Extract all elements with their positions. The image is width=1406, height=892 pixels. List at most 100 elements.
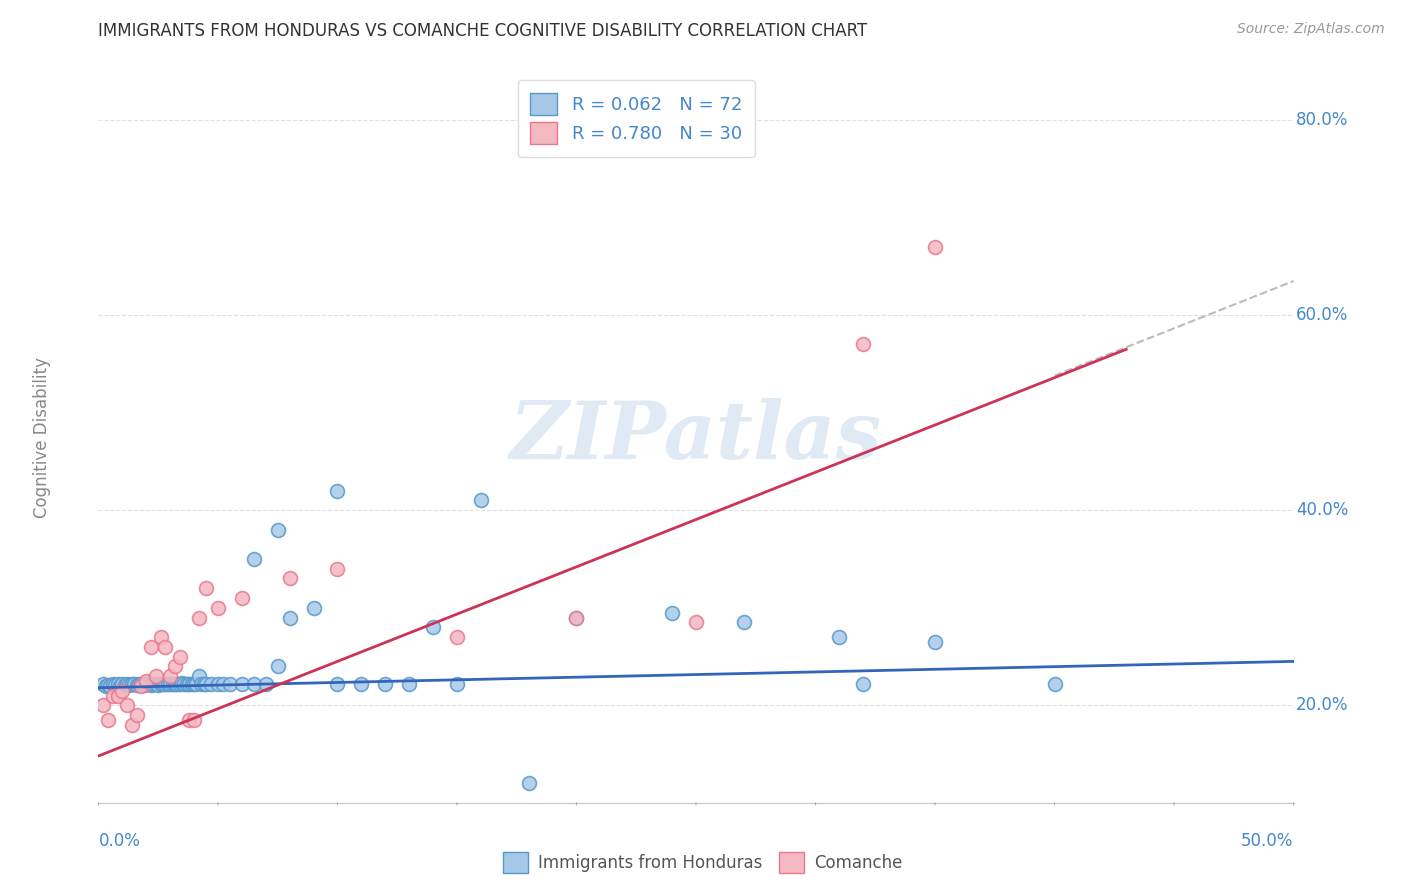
Point [187,669,209,683]
Point [135,677,157,691]
Text: 50.0%: 50.0% [1241,832,1294,850]
Point [104,678,127,692]
Point [155,640,177,654]
Point [733,615,755,630]
Point [94,679,117,693]
Point [179,713,201,727]
Point [207,600,229,615]
Point [190,677,212,691]
Point [852,677,875,691]
Text: 40.0%: 40.0% [1296,501,1348,519]
Point [852,337,875,351]
Legend: Immigrants from Honduras, Comanche: Immigrants from Honduras, Comanche [496,846,910,880]
Point [152,677,174,691]
Point [219,677,242,691]
Point [326,677,349,691]
Point [180,677,202,691]
Text: 20.0%: 20.0% [1296,697,1348,714]
Point [231,591,253,605]
Point [183,677,205,691]
Point [124,677,146,691]
Text: ZIPatlas: ZIPatlas [510,399,882,475]
Point [302,600,325,615]
Point [446,630,468,644]
Point [97,713,120,727]
Point [108,679,131,693]
Point [200,677,222,691]
Point [172,676,194,690]
Point [169,677,191,691]
Point [183,713,205,727]
Point [111,677,134,691]
Point [267,659,290,673]
Point [924,240,946,254]
Point [176,677,198,691]
Point [118,678,141,692]
Point [661,606,683,620]
Text: 0.0%: 0.0% [98,832,141,850]
Text: 80.0%: 80.0% [1296,112,1348,129]
Point [162,677,184,691]
Point [446,677,468,691]
Text: 60.0%: 60.0% [1296,306,1348,324]
Point [142,677,165,691]
Point [132,678,155,692]
Point [278,610,301,624]
Point [243,552,266,566]
Point [350,677,373,691]
Point [470,493,492,508]
Point [131,677,153,691]
Point [169,649,191,664]
Point [115,698,138,713]
Point [139,678,162,692]
Point [374,677,396,691]
Point [828,630,851,644]
Point [107,689,129,703]
Point [186,677,208,691]
Point [194,677,217,691]
Point [517,776,540,790]
Text: Source: ZipAtlas.com: Source: ZipAtlas.com [1237,22,1385,37]
Point [267,523,290,537]
Point [211,677,233,691]
Point [254,677,277,691]
Point [101,677,124,691]
Point [1043,677,1066,691]
Point [207,677,229,691]
Point [166,677,188,691]
Point [326,562,349,576]
Point [149,630,172,644]
Point [114,678,136,692]
Point [121,718,143,732]
Point [101,689,124,703]
Text: Cognitive Disability: Cognitive Disability [32,357,51,517]
Point [155,677,177,691]
Point [135,673,157,688]
Point [107,677,129,691]
Point [565,610,588,624]
Point [159,677,181,691]
Text: IMMIGRANTS FROM HONDURAS VS COMANCHE COGNITIVE DISABILITY CORRELATION CHART: IMMIGRANTS FROM HONDURAS VS COMANCHE COG… [98,22,868,40]
Point [111,683,134,698]
Point [194,581,217,595]
Point [156,677,179,691]
Point [115,677,138,691]
Point [422,620,444,634]
Point [685,615,707,630]
Point [138,676,160,690]
Point [398,677,420,691]
Point [145,669,167,683]
Point [91,677,114,691]
Point [159,669,181,683]
Point [231,677,253,691]
Point [243,677,266,691]
Point [125,708,148,723]
Point [565,610,588,624]
Point [121,677,143,691]
Point [149,677,172,691]
Point [163,677,186,691]
Point [97,678,120,692]
Point [128,677,150,691]
Point [125,678,148,692]
Point [145,677,167,691]
